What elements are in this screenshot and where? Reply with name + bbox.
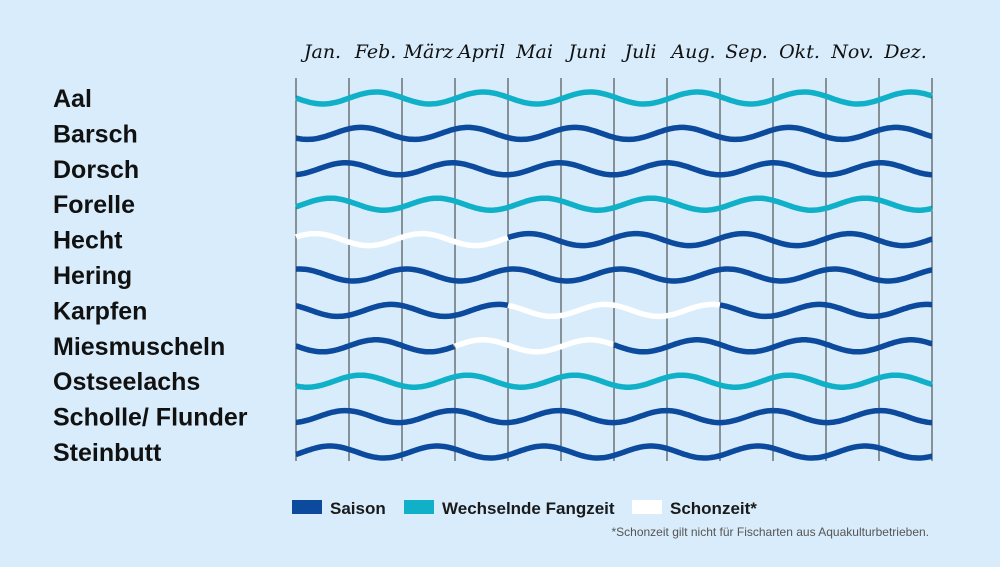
month-label: Nov. <box>830 41 874 63</box>
species-label: Scholle/ Flunder <box>53 404 248 432</box>
season-segment <box>507 301 721 320</box>
legend-label-schonzeit: Schonzeit* <box>670 499 757 518</box>
month-label: Okt. <box>779 41 820 63</box>
species-label: Steinbutt <box>53 439 162 467</box>
season-segment <box>454 337 614 355</box>
season-segment <box>295 124 933 143</box>
month-label: Sep. <box>725 41 767 63</box>
footnote: *Schonzeit gilt nicht für Fischarten aus… <box>611 525 929 539</box>
season-segment <box>295 372 933 390</box>
legend-label-wechselnd: Wechselnde Fangzeit <box>442 499 615 518</box>
season-segment <box>295 160 933 178</box>
month-label: Dez. <box>883 41 927 63</box>
season-segment <box>507 230 933 249</box>
season-segment <box>295 443 933 461</box>
species-label: Forelle <box>53 191 135 219</box>
season-segment <box>295 195 933 213</box>
month-label: Jan. <box>300 41 341 63</box>
species-label: Dorsch <box>53 156 139 184</box>
season-segment <box>295 230 509 249</box>
species-label: Karpfen <box>53 297 147 325</box>
legend-swatch-saison <box>292 500 322 514</box>
species-label: Aal <box>53 85 92 113</box>
month-label: Aug. <box>669 41 715 63</box>
month-label: Juli <box>620 41 656 63</box>
legend-swatch-wechselnd <box>404 500 434 514</box>
month-label: Juni <box>564 41 606 63</box>
season-segment <box>295 337 455 355</box>
species-label: Hering <box>53 262 132 290</box>
month-label: April <box>456 41 505 63</box>
species-label: Barsch <box>53 120 138 148</box>
season-segment <box>295 89 933 107</box>
month-label: Mai <box>515 41 553 63</box>
season-segment <box>295 407 933 426</box>
season-segment <box>295 301 509 320</box>
month-label: März <box>403 41 455 63</box>
legend-label-saison: Saison <box>330 499 386 518</box>
season-segment <box>613 337 933 355</box>
month-labels: Jan. Feb. März April Mai Juni Juli Aug. Sep. Okt.… <box>300 41 927 63</box>
season-segment <box>719 301 933 320</box>
species-label: Hecht <box>53 227 123 255</box>
legend: Saison Wechselnde Fangzeit Schonzeit* <box>292 499 757 518</box>
season-waves <box>295 89 933 461</box>
species-label: Ostseelachs <box>53 368 200 396</box>
species-labels: Aal Barsch Dorsch Forelle Hecht Hering Karpfen… <box>53 85 248 467</box>
month-label: Feb. <box>354 41 397 63</box>
legend-swatch-schonzeit <box>632 500 662 514</box>
season-segment <box>295 266 933 284</box>
species-label: Miesmuscheln <box>53 333 225 361</box>
